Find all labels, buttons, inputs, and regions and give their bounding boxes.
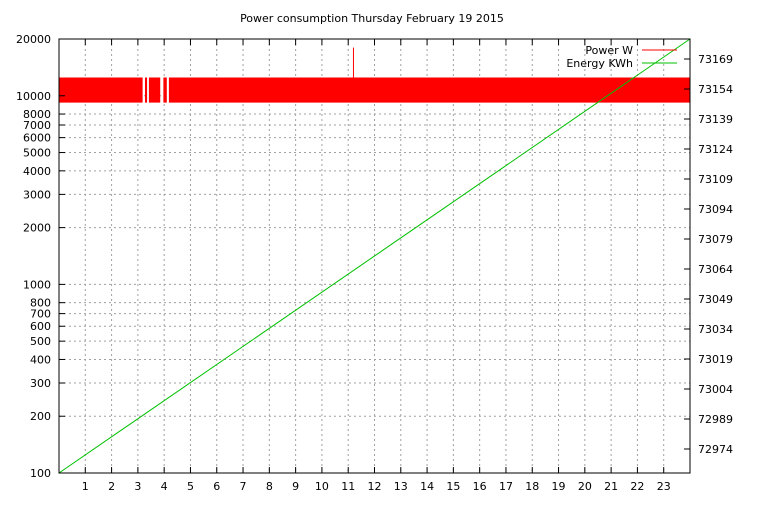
- y-right-tick-label: 73109: [698, 173, 733, 186]
- grid: [59, 39, 690, 473]
- x-tick-label: 21: [604, 480, 618, 493]
- y-right-tick-label: 73064: [698, 263, 733, 276]
- x-tick-label: 2: [108, 480, 115, 493]
- x-tick-label: 7: [240, 480, 247, 493]
- y-right-tick-label: 73034: [698, 323, 733, 336]
- y-left-tick-label: 6000: [23, 132, 51, 145]
- power-band-segment: [144, 77, 148, 103]
- y-left-tick-label: 20000: [16, 33, 51, 46]
- y-left-tick-label: 300: [30, 377, 51, 390]
- x-tick-label: 15: [446, 480, 460, 493]
- power-band-segment: [59, 77, 143, 103]
- y-left-tick-label: 500: [30, 335, 51, 348]
- x-tick-label: 18: [525, 480, 539, 493]
- y-left-tick-label: 8000: [23, 108, 51, 121]
- x-tick-label: 9: [292, 480, 299, 493]
- x-tick-label: 13: [394, 480, 408, 493]
- axes: 1 2 3 4 5 6 7 8 9 10 11 12 13 14 15 16 17 18 19 20 21 22 23100…: [16, 33, 733, 493]
- y-left-tick-label: 600: [30, 320, 51, 333]
- x-tick-label: 17: [499, 480, 513, 493]
- y-right-tick-label: 73154: [698, 83, 733, 96]
- x-tick-label: 5: [187, 480, 194, 493]
- y-left-tick-label: 1000: [23, 278, 51, 291]
- x-tick-label: 16: [473, 480, 487, 493]
- x-tick-label: 20: [578, 480, 592, 493]
- y-right-tick-label: 73094: [698, 203, 733, 216]
- y-right-tick-label: 73049: [698, 293, 733, 306]
- x-tick-label: 4: [161, 480, 168, 493]
- legend-label: Energy KWh: [566, 57, 633, 70]
- y-right-tick-label: 73139: [698, 113, 733, 126]
- x-tick-label: 3: [134, 480, 141, 493]
- y-left-tick-label: 700: [30, 308, 51, 321]
- x-tick-label: 19: [552, 480, 566, 493]
- y-right-tick-label: 73019: [698, 353, 733, 366]
- y-right-tick-label: 72989: [698, 413, 733, 426]
- y-left-tick-label: 100: [30, 467, 51, 480]
- x-tick-label: 8: [266, 480, 273, 493]
- power-band-segment: [163, 77, 167, 103]
- y-left-tick-label: 2000: [23, 222, 51, 235]
- energy-line: [58, 38, 691, 474]
- y-right-tick-label: 73079: [698, 233, 733, 246]
- x-tick-label: 23: [657, 480, 671, 493]
- power-band-segment: [148, 77, 161, 103]
- x-tick-label: 1: [82, 480, 89, 493]
- x-tick-label: 22: [630, 480, 644, 493]
- series-layer: [58, 38, 691, 474]
- x-tick-label: 12: [368, 480, 382, 493]
- y-left-tick-label: 7000: [23, 119, 51, 132]
- x-tick-label: 10: [315, 480, 329, 493]
- y-right-tick-label: 73004: [698, 383, 733, 396]
- x-tick-label: 6: [213, 480, 220, 493]
- y-left-tick-label: 4000: [23, 165, 51, 178]
- power-band-segment: [168, 77, 690, 103]
- y-left-tick-label: 200: [30, 410, 51, 423]
- y-right-tick-label: 72974: [698, 443, 733, 456]
- y-left-tick-label: 800: [30, 297, 51, 310]
- y-right-tick-label: 73124: [698, 143, 733, 156]
- x-tick-label: 11: [341, 480, 355, 493]
- y-left-tick-label: 5000: [23, 147, 51, 160]
- chart-title: Power consumption Thursday February 19 2…: [240, 12, 504, 25]
- y-left-tick-label: 3000: [23, 188, 51, 201]
- x-tick-label: 14: [420, 480, 434, 493]
- y-left-tick-label: 10000: [16, 90, 51, 103]
- y-right-tick-label: 73169: [698, 53, 733, 66]
- y-left-tick-label: 400: [30, 353, 51, 366]
- legend-label: Power W: [585, 44, 633, 57]
